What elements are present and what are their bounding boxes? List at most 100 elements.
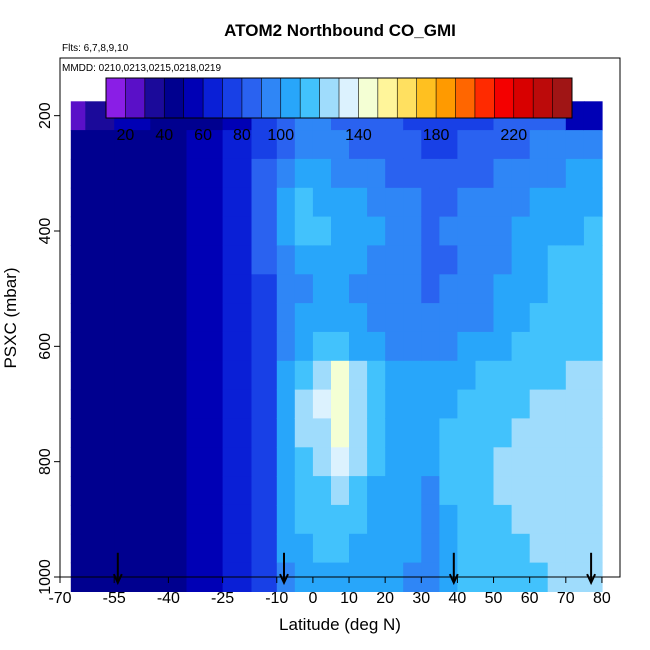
heatmap-cell	[367, 476, 386, 506]
heatmap-cell	[114, 331, 151, 362]
heatmap-cell	[276, 360, 296, 391]
heatmap-cell	[457, 331, 477, 362]
heatmap-cell	[251, 303, 278, 333]
heatmap-cell	[529, 476, 549, 506]
heatmap-cell	[367, 303, 386, 333]
heatmap-cell	[547, 158, 567, 189]
heatmap-cell	[493, 158, 513, 189]
heatmap-cell	[511, 389, 531, 419]
heatmap-cell	[150, 187, 187, 218]
heatmap-cell	[583, 216, 603, 246]
heatmap-cell	[331, 274, 350, 304]
heatmap-cell	[421, 476, 440, 506]
heatmap-cell	[251, 418, 278, 448]
heatmap-cell	[114, 274, 151, 304]
heatmap-cell	[312, 158, 332, 189]
heatmap-cell	[349, 476, 368, 506]
heatmap-cell	[565, 504, 585, 535]
heatmap-cell	[150, 158, 187, 189]
heatmap-cell	[186, 274, 224, 304]
heatmap-cell	[150, 245, 187, 275]
heatmap-cell	[85, 130, 115, 160]
heatmap-cell	[565, 274, 585, 304]
heatmap-cell	[421, 360, 440, 391]
heatmap-cell	[385, 130, 404, 160]
heatmap-cell	[529, 216, 549, 246]
heatmap-cell	[565, 360, 585, 391]
colorbar-swatch	[280, 78, 301, 118]
heatmap-cell	[331, 216, 350, 246]
heatmap-cell	[403, 533, 422, 564]
heatmap-cell	[421, 187, 440, 218]
y-tick-label: 800	[37, 448, 54, 475]
heatmap-cell	[457, 447, 477, 477]
heatmap-cell	[114, 360, 151, 391]
heatmap-cell	[70, 360, 86, 391]
heatmap-cell	[294, 331, 314, 362]
colorbar-swatch	[513, 78, 534, 118]
heatmap-cell	[222, 130, 253, 160]
heatmap-cell	[114, 245, 151, 275]
heatmap-cell	[529, 360, 549, 391]
heatmap-cell	[186, 331, 224, 362]
heatmap-cell	[186, 130, 224, 160]
heatmap-cell	[457, 389, 477, 419]
heatmap-cell	[367, 360, 386, 391]
heatmap-cell	[511, 158, 531, 189]
heatmap-cell	[529, 245, 549, 275]
heatmap-cell	[222, 274, 253, 304]
x-tick-label: 10	[340, 590, 358, 607]
heatmap-cell	[529, 274, 549, 304]
colorbar-swatch	[416, 78, 437, 118]
heatmap-cell	[85, 158, 115, 189]
heatmap-cell	[367, 130, 386, 160]
heatmap-cell	[85, 216, 115, 246]
heatmap-cell	[511, 216, 531, 246]
heatmap-cell	[276, 533, 296, 564]
heatmap-cell	[294, 476, 314, 506]
heatmap-cell	[583, 101, 603, 131]
heatmap-cell	[493, 447, 513, 477]
heatmap-cell	[511, 447, 531, 477]
x-tick-label: -70	[48, 590, 71, 607]
colorbar-swatch	[241, 78, 262, 118]
heatmap-cell	[85, 331, 115, 362]
heatmap-cell	[385, 187, 404, 218]
colorbar-swatch	[455, 78, 476, 118]
heatmap-cell	[222, 447, 253, 477]
heatmap-cell	[70, 303, 86, 333]
heatmap-cell	[475, 130, 495, 160]
heatmap-cell	[511, 187, 531, 218]
heatmap-cell	[511, 418, 531, 448]
heatmap-cell	[70, 187, 86, 218]
colorbar-swatch	[203, 78, 223, 118]
heatmap-cell	[312, 303, 332, 333]
heatmap-cell	[547, 533, 567, 564]
heatmap-cell	[349, 158, 368, 189]
heatmap-cell	[186, 245, 224, 275]
heatmap-cell	[276, 389, 296, 419]
heatmap-cell	[529, 331, 549, 362]
x-axis-label: Latitude (deg N)	[279, 615, 401, 634]
heatmap-cell	[150, 303, 187, 333]
heatmap-cell	[294, 418, 314, 448]
heatmap-cell	[70, 504, 86, 535]
colorbar-tick-label: 140	[345, 127, 372, 144]
chart-title: ATOM2 Northbound CO_GMI	[224, 21, 456, 40]
heatmap-cell	[421, 447, 440, 477]
y-tick-label: 400	[37, 218, 54, 245]
heatmap-cell	[421, 389, 440, 419]
plot-frame	[59, 57, 621, 578]
heatmap-cell	[439, 216, 459, 246]
heatmap-cell	[70, 158, 86, 189]
heatmap-cell	[547, 476, 567, 506]
y-tick-label: 200	[37, 102, 54, 129]
heatmap-cell	[85, 533, 115, 564]
colorbar-swatch	[125, 78, 146, 118]
heatmap-cell	[565, 187, 585, 218]
heatmap-cell	[276, 245, 296, 275]
heatmap-cell	[421, 504, 440, 535]
heatmap-cell	[251, 360, 278, 391]
heatmap-cell	[312, 360, 332, 391]
colorbar-swatch	[222, 78, 243, 118]
